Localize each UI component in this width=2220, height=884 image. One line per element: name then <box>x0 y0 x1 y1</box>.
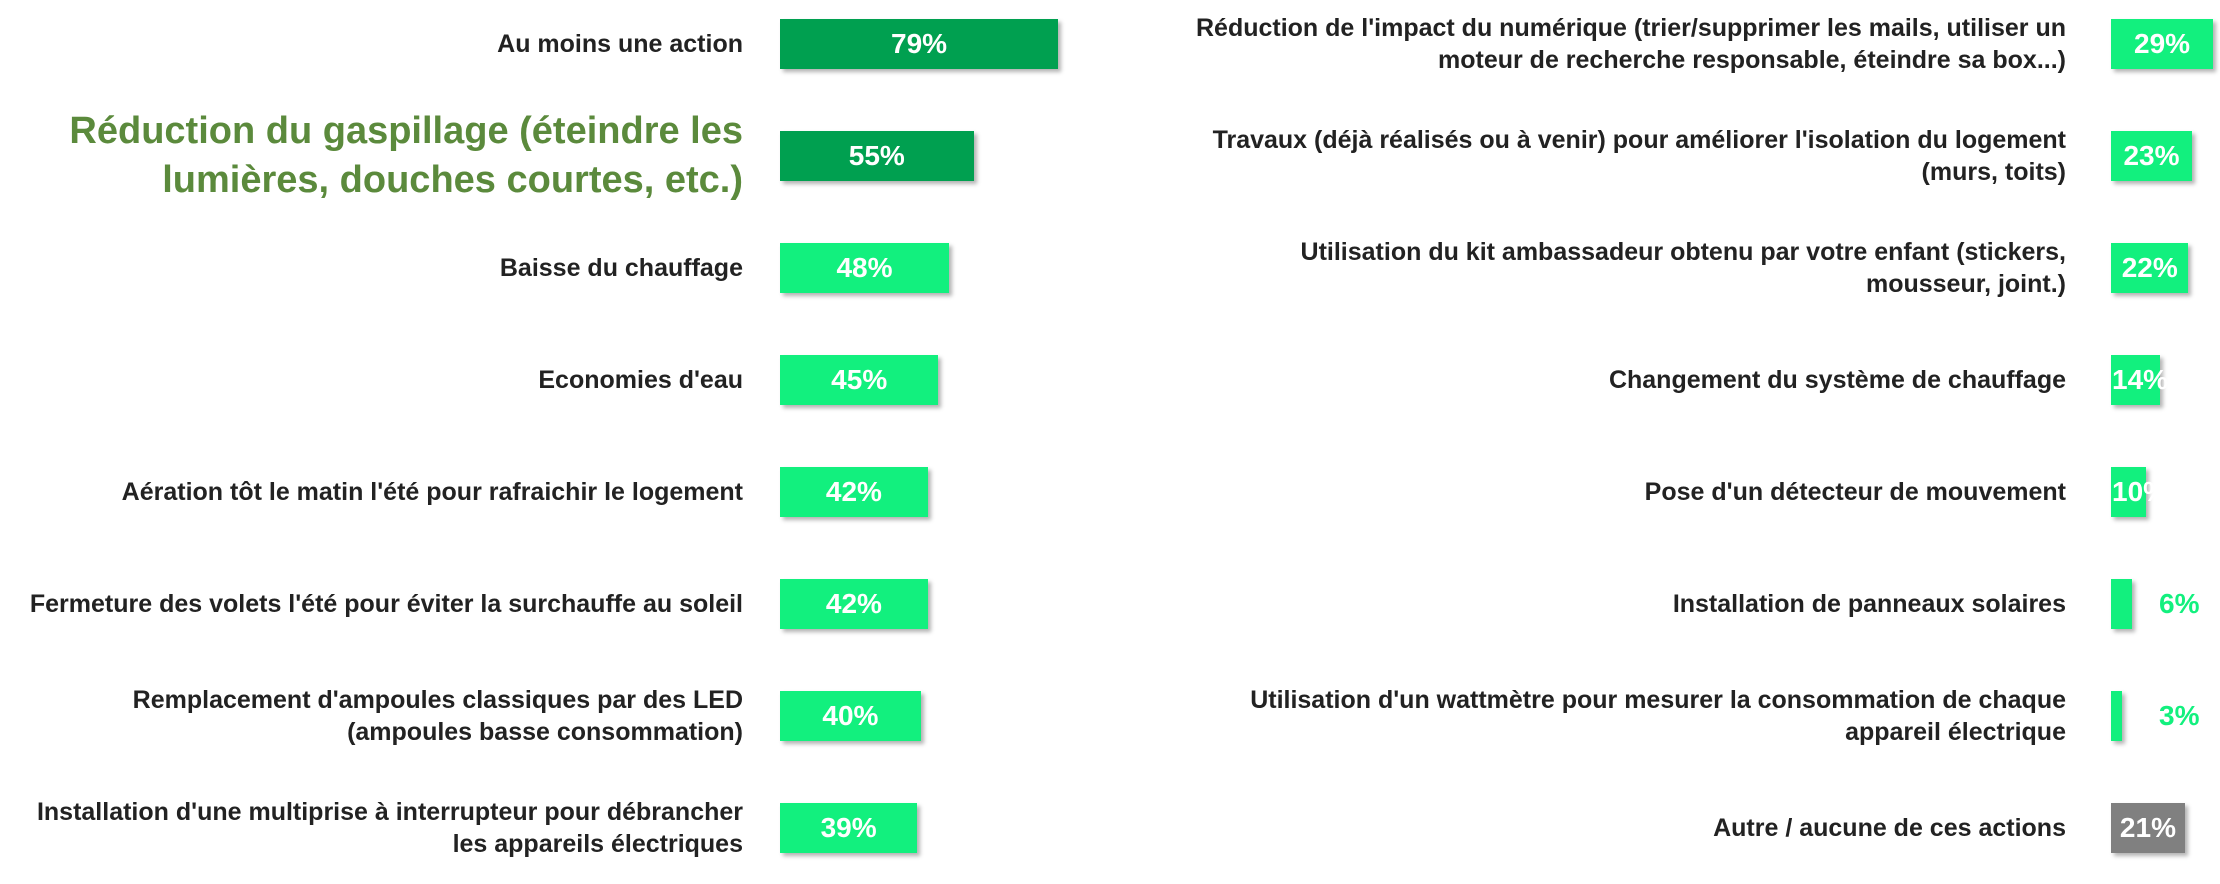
value-label: 42% <box>825 476 882 507</box>
value-label: 29% <box>2134 28 2191 59</box>
page: Au moins une action 79% Réduction du gaspi… <box>29 14 2214 858</box>
bar <box>2111 19 2214 69</box>
category-label: Utilisation du kit ambassadeur obtenu pa… <box>1300 238 2066 298</box>
bar <box>780 19 1059 69</box>
value-label: 6% <box>2159 588 2200 619</box>
category-label: Pose d'un détecteur de mouvement <box>1644 478 2066 506</box>
category-label: Changement du système de chauffage <box>1608 366 2066 394</box>
bar <box>780 355 939 405</box>
category-label: Aération tôt le matin l'été pour rafraic… <box>121 478 743 506</box>
category-label: Utilisation d'un wattmètre pour mesurer … <box>1250 686 2066 746</box>
bar <box>2111 243 2189 293</box>
value-label: 14% <box>2112 364 2169 395</box>
value-label: 22% <box>2121 252 2178 283</box>
value-label: 42% <box>825 588 882 619</box>
bar <box>2111 803 2185 853</box>
value-label: 48% <box>836 252 893 283</box>
category-label: Remplacement d'ampoules classiques par d… <box>132 686 743 746</box>
value-label: 79% <box>891 28 948 59</box>
bar <box>2111 131 2192 181</box>
value-label: 45% <box>831 364 888 395</box>
bar <box>780 243 949 293</box>
category-label: Travaux (déjà réalisés ou à venir) pour … <box>1212 126 2066 186</box>
value-label: 55% <box>848 140 905 171</box>
value-label: 23% <box>2123 140 2180 171</box>
bar <box>780 803 918 853</box>
bar <box>2111 579 2133 629</box>
bar <box>780 691 921 741</box>
value-label: 3% <box>2159 700 2200 731</box>
bar <box>780 131 974 181</box>
bar <box>2111 355 2161 405</box>
category-label: Economies d'eau <box>538 366 743 394</box>
value-label: 39% <box>820 812 877 843</box>
bar <box>780 579 928 629</box>
category-label: Réduction du gaspillage (éteindre les lu… <box>69 109 743 201</box>
bar <box>2111 691 2122 741</box>
value-label: 40% <box>822 700 879 731</box>
category-label: Fermeture des volets l'été pour éviter l… <box>29 590 743 618</box>
bar <box>780 467 928 517</box>
category-label: Installation d'une multiprise à interrup… <box>36 798 743 858</box>
value-label: 10% <box>2112 476 2169 507</box>
category-label: Au moins une action <box>497 30 743 58</box>
category-label: Autre / aucune de ces actions <box>1713 814 2066 842</box>
value-label: 21% <box>2119 812 2176 843</box>
category-label: Réduction de l'impact du numérique (trie… <box>1195 14 2066 74</box>
category-label: Installation de panneaux solaires <box>1672 590 2066 618</box>
bar <box>2111 467 2147 517</box>
category-label: Baisse du chauffage <box>499 254 743 282</box>
